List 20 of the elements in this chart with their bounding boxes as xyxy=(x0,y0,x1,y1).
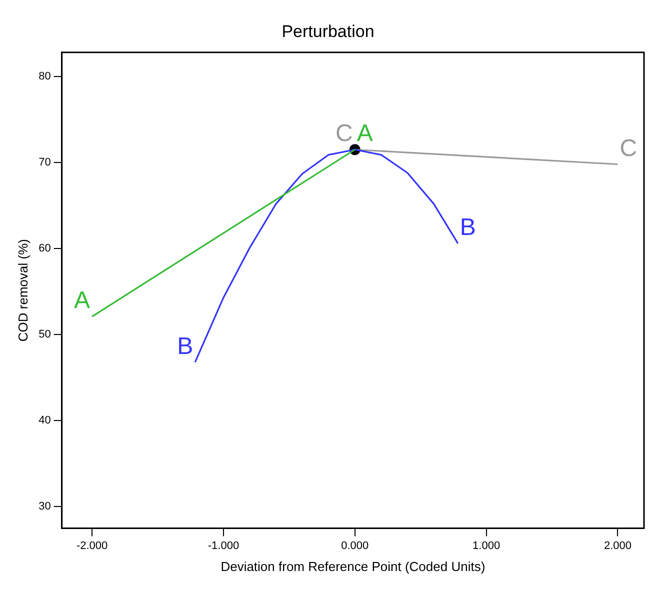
text: C xyxy=(620,134,638,162)
text: A xyxy=(356,120,373,148)
y-axis-title: COD removal (%) xyxy=(15,239,30,342)
series-label: A xyxy=(74,287,90,314)
x-tick-label: -1.000 xyxy=(208,540,240,552)
y-tick-label: 50 xyxy=(38,328,51,341)
x-axis-title: Deviation from Reference Point (Coded Units) xyxy=(220,558,486,574)
text: B xyxy=(460,214,476,242)
y-tick-label: 60 xyxy=(38,242,51,255)
y-tick-label: 70 xyxy=(38,156,51,169)
y-tick-label: 80 xyxy=(38,70,51,83)
y-tick-label: 30 xyxy=(38,500,51,513)
series-label: B xyxy=(177,332,194,360)
chart-title: Perturbation xyxy=(282,22,374,41)
x-tick-label: 1.000 xyxy=(472,540,500,552)
series-label: C xyxy=(336,120,353,148)
y-tick-label: 40 xyxy=(38,414,51,427)
x-tick-label: 2.000 xyxy=(604,540,632,552)
x-tick-label: -2.000 xyxy=(76,540,108,552)
x-tick-label: 0.000 xyxy=(341,540,369,552)
